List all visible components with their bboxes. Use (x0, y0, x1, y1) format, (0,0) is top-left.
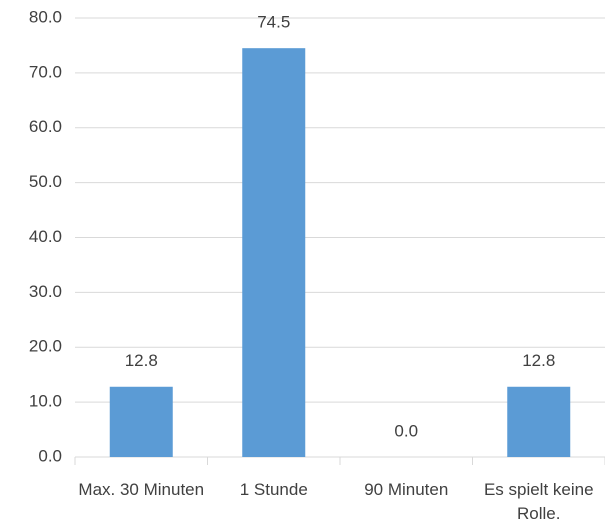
y-tick-label: 50.0 (29, 172, 62, 191)
y-tick-label: 20.0 (29, 337, 62, 356)
y-tick-label: 0.0 (38, 446, 62, 465)
bar (507, 386, 571, 457)
data-label: 0.0 (394, 421, 418, 440)
bar (242, 48, 306, 458)
y-tick-label: 30.0 (29, 282, 62, 301)
data-label: 12.8 (522, 351, 555, 370)
data-label: 74.5 (257, 13, 290, 32)
y-tick-label: 10.0 (29, 392, 62, 411)
x-tick-label: Max. 30 Minuten (78, 480, 205, 499)
x-tick-label: Es spielt keine Rolle. (483, 480, 594, 523)
y-tick-label: 60.0 (29, 117, 62, 136)
bar (109, 386, 173, 457)
x-tick-label: 1 Stunde (239, 480, 308, 499)
x-tick-label: 90 Minuten (364, 480, 449, 499)
y-tick-label: 70.0 (29, 62, 62, 81)
data-label: 12.8 (125, 351, 158, 370)
y-tick-label: 80.0 (29, 7, 62, 26)
y-tick-label: 40.0 (29, 227, 62, 246)
